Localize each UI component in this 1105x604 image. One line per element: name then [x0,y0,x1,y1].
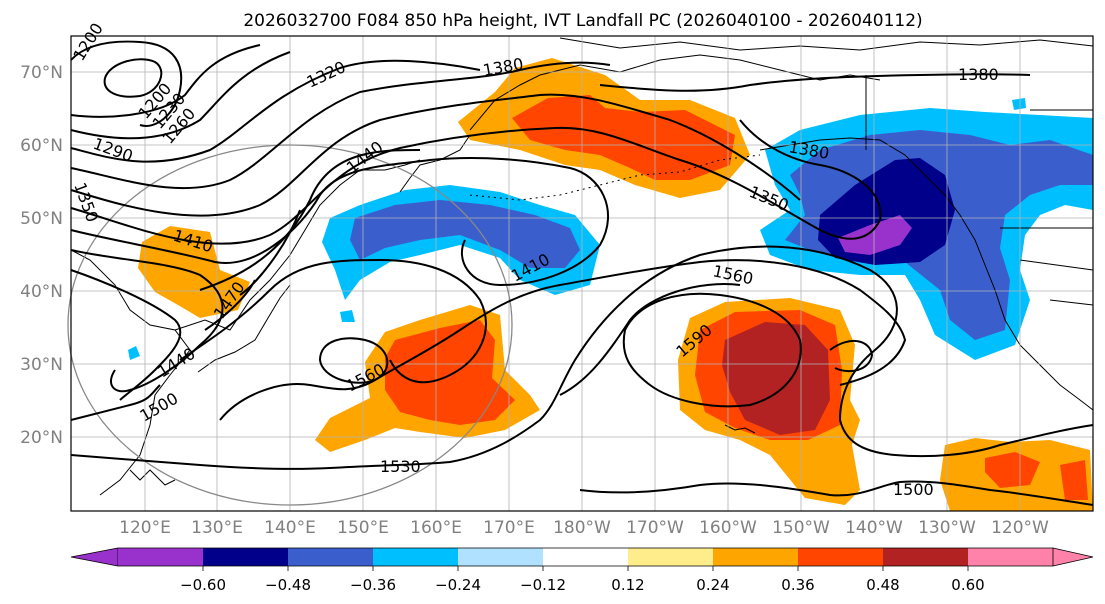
shade-darkred-ne-pacific [722,322,830,435]
ivt-shading [128,58,1093,511]
map-panel: 1200 1200 1230 1260 1290 1320 1350 1380 … [67,20,1094,512]
coastline-japan [197,284,291,373]
colorbar-tick-labels: −0.60 −0.48 −0.36 −0.24 −0.12 0.12 0.24 … [180,576,985,594]
colorbar-segment-4 [373,548,458,566]
map-frame [70,35,1094,512]
contour-1200-b [70,40,183,127]
colorbar-segment-8 [713,548,798,566]
colorbar-segment-3 [288,548,373,566]
contour-label-1530: 1530 [380,457,421,476]
contour-1350-a [70,93,801,217]
lon-label-140e: 140°E [264,518,316,538]
shade-red-central-pacific [385,320,515,425]
contour-1290 [70,59,481,163]
colorbar: −0.60 −0.48 −0.36 −0.24 −0.12 0.12 0.24 … [70,547,1094,594]
colorbar-segment-9 [798,548,883,566]
contour-label-1500-b: 1500 [893,480,934,499]
contour-1500-w [70,258,487,421]
lon-label-140w: 140°W [845,518,903,538]
colorbar-tick-label-4: −0.24 [435,576,481,594]
lon-label-180w: 180°W [553,518,611,538]
colorbar-extend-low [70,547,119,567]
contour-1410 [70,157,610,287]
contour-1560-b [559,283,741,396]
contour-1590 [622,292,802,408]
contour-1380-north [599,73,1031,92]
contour-1470 [70,269,256,401]
colorbar-tick-label-5: −0.12 [520,576,566,594]
colorbar-segment-1 [118,548,203,566]
lon-label-170e: 170°E [483,518,535,538]
colorbar-tick-label-9: 0.48 [866,576,899,594]
colorbar-tick-label-6: 0.12 [611,576,644,594]
colorbar-segment-2 [203,548,288,566]
latitude-labels: 70°N 60°N 50°N 40°N 30°N 20°N [20,63,63,448]
contour-1380 [70,119,882,245]
contour-1320 [70,61,611,190]
longitude-labels: 120°E 130°E 140°E 150°E 160°E 170°E 180°… [119,518,1049,538]
coastline-kamchatka [399,134,471,193]
contour-1440 [70,149,421,393]
colorbar-tick-label-2: −0.48 [265,576,311,594]
lon-label-130w: 130°W [918,518,976,538]
contour-1530-loop [318,337,389,384]
border-canada-us [865,75,1094,306]
colorbar-tick-label-10: 0.60 [951,576,984,594]
lon-label-150e: 150°E [337,518,389,538]
coastlines [70,37,1094,496]
contour-1440-loop [239,209,301,296]
colorbar-segment-10 [883,548,968,566]
lat-label-20n: 20°N [20,428,63,448]
lat-label-50n: 50°N [20,209,63,229]
colorbar-extend-high [1052,547,1094,567]
figure-title: 2026032700 F084 850 hPa height, IVT Land… [243,11,922,31]
contour-1560 [219,259,907,421]
colorbar-ticks [202,566,969,571]
coastline-hawaii [724,424,756,434]
contour-1500-e [579,480,1094,506]
lon-label-130e: 130°E [191,518,243,538]
shade-purple-gulf-alaska [838,215,912,255]
colorbar-segment-7 [628,548,713,566]
lat-label-70n: 70°N [20,63,63,83]
reference-circle [67,144,513,506]
colorbar-tick-label-1: −0.60 [180,576,226,594]
contour-label-1380-b: 1380 [958,65,999,84]
lon-label-150w: 150°W [772,518,830,538]
coastline-asia [70,159,421,496]
colorbar-segment-11 [968,548,1053,566]
contour-1590-small [829,340,874,373]
lon-label-120w: 120°W [991,518,1049,538]
contour-1260 [70,51,291,140]
coastline-philippines [129,469,176,486]
shade-red-se-2 [1060,460,1088,500]
colorbar-segment-5 [458,548,543,566]
lon-label-160w: 160°W [699,518,757,538]
shade-cyan-small-3 [1012,98,1026,110]
shade-cyan-small-2 [340,310,355,322]
lat-label-30n: 30°N [20,355,63,375]
contour-1530 [70,245,1094,470]
lon-label-120e: 120°E [119,518,171,538]
contour-1200-closed [103,58,163,98]
lon-label-160e: 160°E [410,518,462,538]
shade-red-se [985,452,1040,488]
shade-cyan-small-1 [128,346,140,360]
lat-label-40n: 40°N [20,282,63,302]
coastline-arctic [559,37,1094,51]
shade-blue-nw-pacific [350,200,580,268]
lon-label-170w: 170°W [626,518,684,538]
height-contours [70,40,1094,506]
coastline-alaska [469,54,1094,411]
coastline-aleutians [469,154,761,201]
colorbar-tick-label-3: −0.36 [350,576,396,594]
contour-1230 [70,44,261,118]
colorbar-tick-label-8: 0.36 [781,576,814,594]
colorbar-segment-6 [543,548,628,566]
colorbar-tick-label-7: 0.24 [696,576,729,594]
colorbar-outline [118,547,1053,567]
lat-label-60n: 60°N [20,136,63,156]
